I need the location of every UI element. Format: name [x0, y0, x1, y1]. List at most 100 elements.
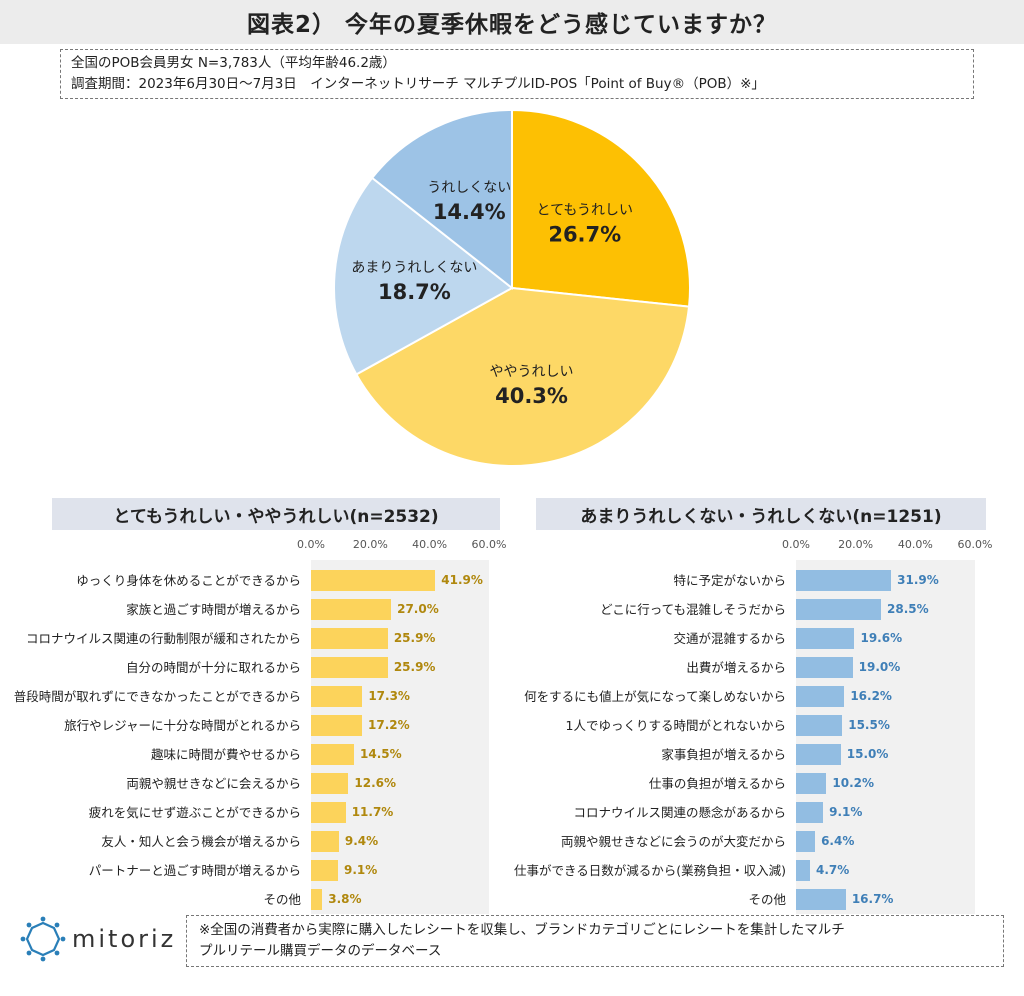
bar	[311, 773, 349, 794]
bar	[796, 686, 845, 707]
pie-slice	[333, 176, 514, 376]
bar-value-label: 25.9%	[393, 660, 436, 674]
bar-value-label: 9.1%	[343, 863, 378, 877]
category-label: その他	[263, 892, 301, 907]
bar-value-label: 17.3%	[368, 689, 410, 703]
category-label: 家族と過ごす時間が増えるから	[126, 602, 301, 617]
bar	[311, 628, 388, 649]
pie-slice-value: 18.7%	[378, 280, 451, 304]
bar	[796, 773, 827, 794]
x-axis-tick-label: 20.0%	[838, 538, 874, 551]
left-chart-title: とてもうれしい・ややうれしい(n=2532)	[52, 498, 500, 530]
category-label: 友人・知人と会う機会が増えるから	[101, 834, 301, 849]
bar	[796, 889, 846, 910]
category-label: パートナーと過ごす時間が増えるから	[88, 863, 301, 878]
bar	[796, 657, 853, 678]
bar	[311, 889, 323, 910]
mitoriz-logo-icon	[20, 916, 66, 962]
category-label: 家事負担が増えるから	[661, 747, 786, 762]
footnote-box: ※全国の消費者から実際に購入したレシートを収集し、ブランドカテゴリごとにレシート…	[186, 915, 1004, 967]
category-label: 両親や親せきなどに会うのが大変だから	[560, 834, 786, 849]
survey-sample-text: 全国のPOB会員男女 N=3,783人（平均年齢46.2歳）	[71, 55, 396, 71]
pie-slice-label: うれしくない	[427, 180, 511, 196]
survey-info-box: 全国のPOB会員男女 N=3,783人（平均年齢46.2歳） 調査期間：2023…	[60, 49, 974, 99]
bar	[311, 715, 363, 736]
x-axis-tick-label: 60.0%	[957, 538, 993, 551]
category-label: 交通が混雑するから	[673, 631, 786, 646]
category-label: どこに行っても混雑しそうだから	[600, 602, 786, 617]
pie-slice-value: 14.4%	[433, 200, 506, 224]
category-label: 特に予定がないから	[673, 573, 786, 588]
bar	[796, 860, 811, 881]
bar-value-label: 25.9%	[393, 631, 436, 645]
bar-value-label: 41.9%	[441, 573, 483, 587]
right-chart-title: あまりうれしくない・うれしくない(n=1251)	[536, 498, 986, 530]
bar	[796, 831, 816, 852]
pie-slice	[370, 108, 513, 291]
bar-value-label: 19.0%	[858, 660, 901, 674]
bar-value-label: 15.5%	[848, 718, 890, 732]
bar-value-label: 31.9%	[897, 573, 939, 587]
bar	[311, 686, 363, 707]
category-label: 出費が増えるから	[686, 660, 786, 675]
pie-slice-label: あまりうれしくない	[351, 260, 477, 276]
bar-value-label: 14.5%	[360, 747, 402, 761]
bar-value-label: 27.0%	[397, 602, 439, 616]
bar	[796, 599, 882, 620]
x-axis-tick-label: 20.0%	[352, 538, 388, 551]
x-axis-tick-label: 40.0%	[412, 538, 448, 551]
pie-chart: とてもうれしい 26.7% ややうれしい 40.3% あまりうれしくない 18.7% うれし…	[333, 108, 691, 467]
bar	[311, 831, 339, 852]
bar	[311, 802, 346, 823]
category-label: ゆっくり身体を休めることができるから	[76, 573, 301, 588]
bar	[796, 715, 843, 736]
pie-slice-value: 26.7%	[548, 223, 621, 247]
pie-slice-label: とてもうれしい	[537, 203, 633, 219]
bar-value-label: 19.6%	[860, 631, 903, 645]
mitoriz-logo: mitoriz	[20, 916, 176, 962]
category-label: 1人でゆっくりする時間がとれないから	[565, 718, 786, 733]
category-label: 普段時間が取れずにできなかったことができるから	[13, 689, 301, 704]
pie-slice	[355, 286, 691, 467]
bar-value-label: 11.7%	[351, 805, 394, 819]
bar	[311, 570, 436, 591]
bar	[796, 802, 824, 823]
mitoriz-logo-text: mitoriz	[72, 925, 177, 953]
pie-slice-value: 40.3%	[495, 384, 568, 408]
category-label: 自分の時間が十分に取れるから	[125, 660, 301, 675]
bar-value-label: 17.2%	[368, 718, 410, 732]
category-label: 趣味に時間が費やせるから	[150, 747, 301, 762]
category-label: 両親や親せきなどに会えるから	[126, 776, 301, 791]
pie-slice-label: ややうれしい	[490, 364, 574, 380]
category-label: その他	[748, 892, 786, 907]
bar-value-label: 6.4%	[821, 834, 855, 848]
bar	[796, 570, 892, 591]
category-label: 疲れを気にせず遊ぶことができるから	[88, 805, 301, 820]
x-axis-tick-label: 0.0%	[297, 538, 325, 551]
footnote-line-2: プルリテール購買データのデータベース	[199, 943, 442, 959]
bar	[796, 628, 855, 649]
bar-value-label: 12.6%	[354, 776, 397, 790]
right-bar-chart: 0.0% 20.0% 40.0% 60.0% 特に予定がないから 31.9% どこに行っても…	[512, 538, 1024, 914]
category-label: 旅行やレジャーに十分な時間がとれるから	[64, 718, 301, 733]
left-bar-chart: 0.0% 20.0% 40.0% 60.0% ゆっくり身体を休めることができるから 41.…	[0, 538, 512, 914]
bar	[311, 860, 338, 881]
category-label: 何をするにも値上が気になって楽しめないから	[524, 689, 786, 704]
category-label: 仕事ができる日数が減るから(業務負担・収入減)	[513, 863, 786, 878]
x-axis-tick-label: 40.0%	[897, 538, 933, 551]
bar-value-label: 28.5%	[887, 602, 929, 616]
bar-value-label: 16.7%	[851, 892, 894, 906]
bar-value-label: 9.1%	[829, 805, 863, 819]
page-title: 図表2） 今年の夏季休暇をどう感じていますか？	[0, 0, 1024, 44]
bar-value-label: 16.2%	[850, 689, 892, 703]
pie-slice	[511, 108, 691, 308]
bar	[311, 744, 355, 765]
bar-value-label: 4.7%	[816, 863, 850, 877]
bar	[311, 657, 388, 678]
category-label: コロナウイルス関連の懸念があるから	[573, 805, 786, 820]
survey-period-text: 調査期間：2023年6月30日～7月3日 インターネットリサーチ マルチプルID…	[71, 76, 765, 92]
bar-value-label: 3.8%	[328, 892, 362, 906]
bar-value-label: 15.0%	[846, 747, 889, 761]
bar	[311, 599, 392, 620]
category-label: コロナウイルス関連の行動制限が緩和されたから	[25, 631, 301, 646]
